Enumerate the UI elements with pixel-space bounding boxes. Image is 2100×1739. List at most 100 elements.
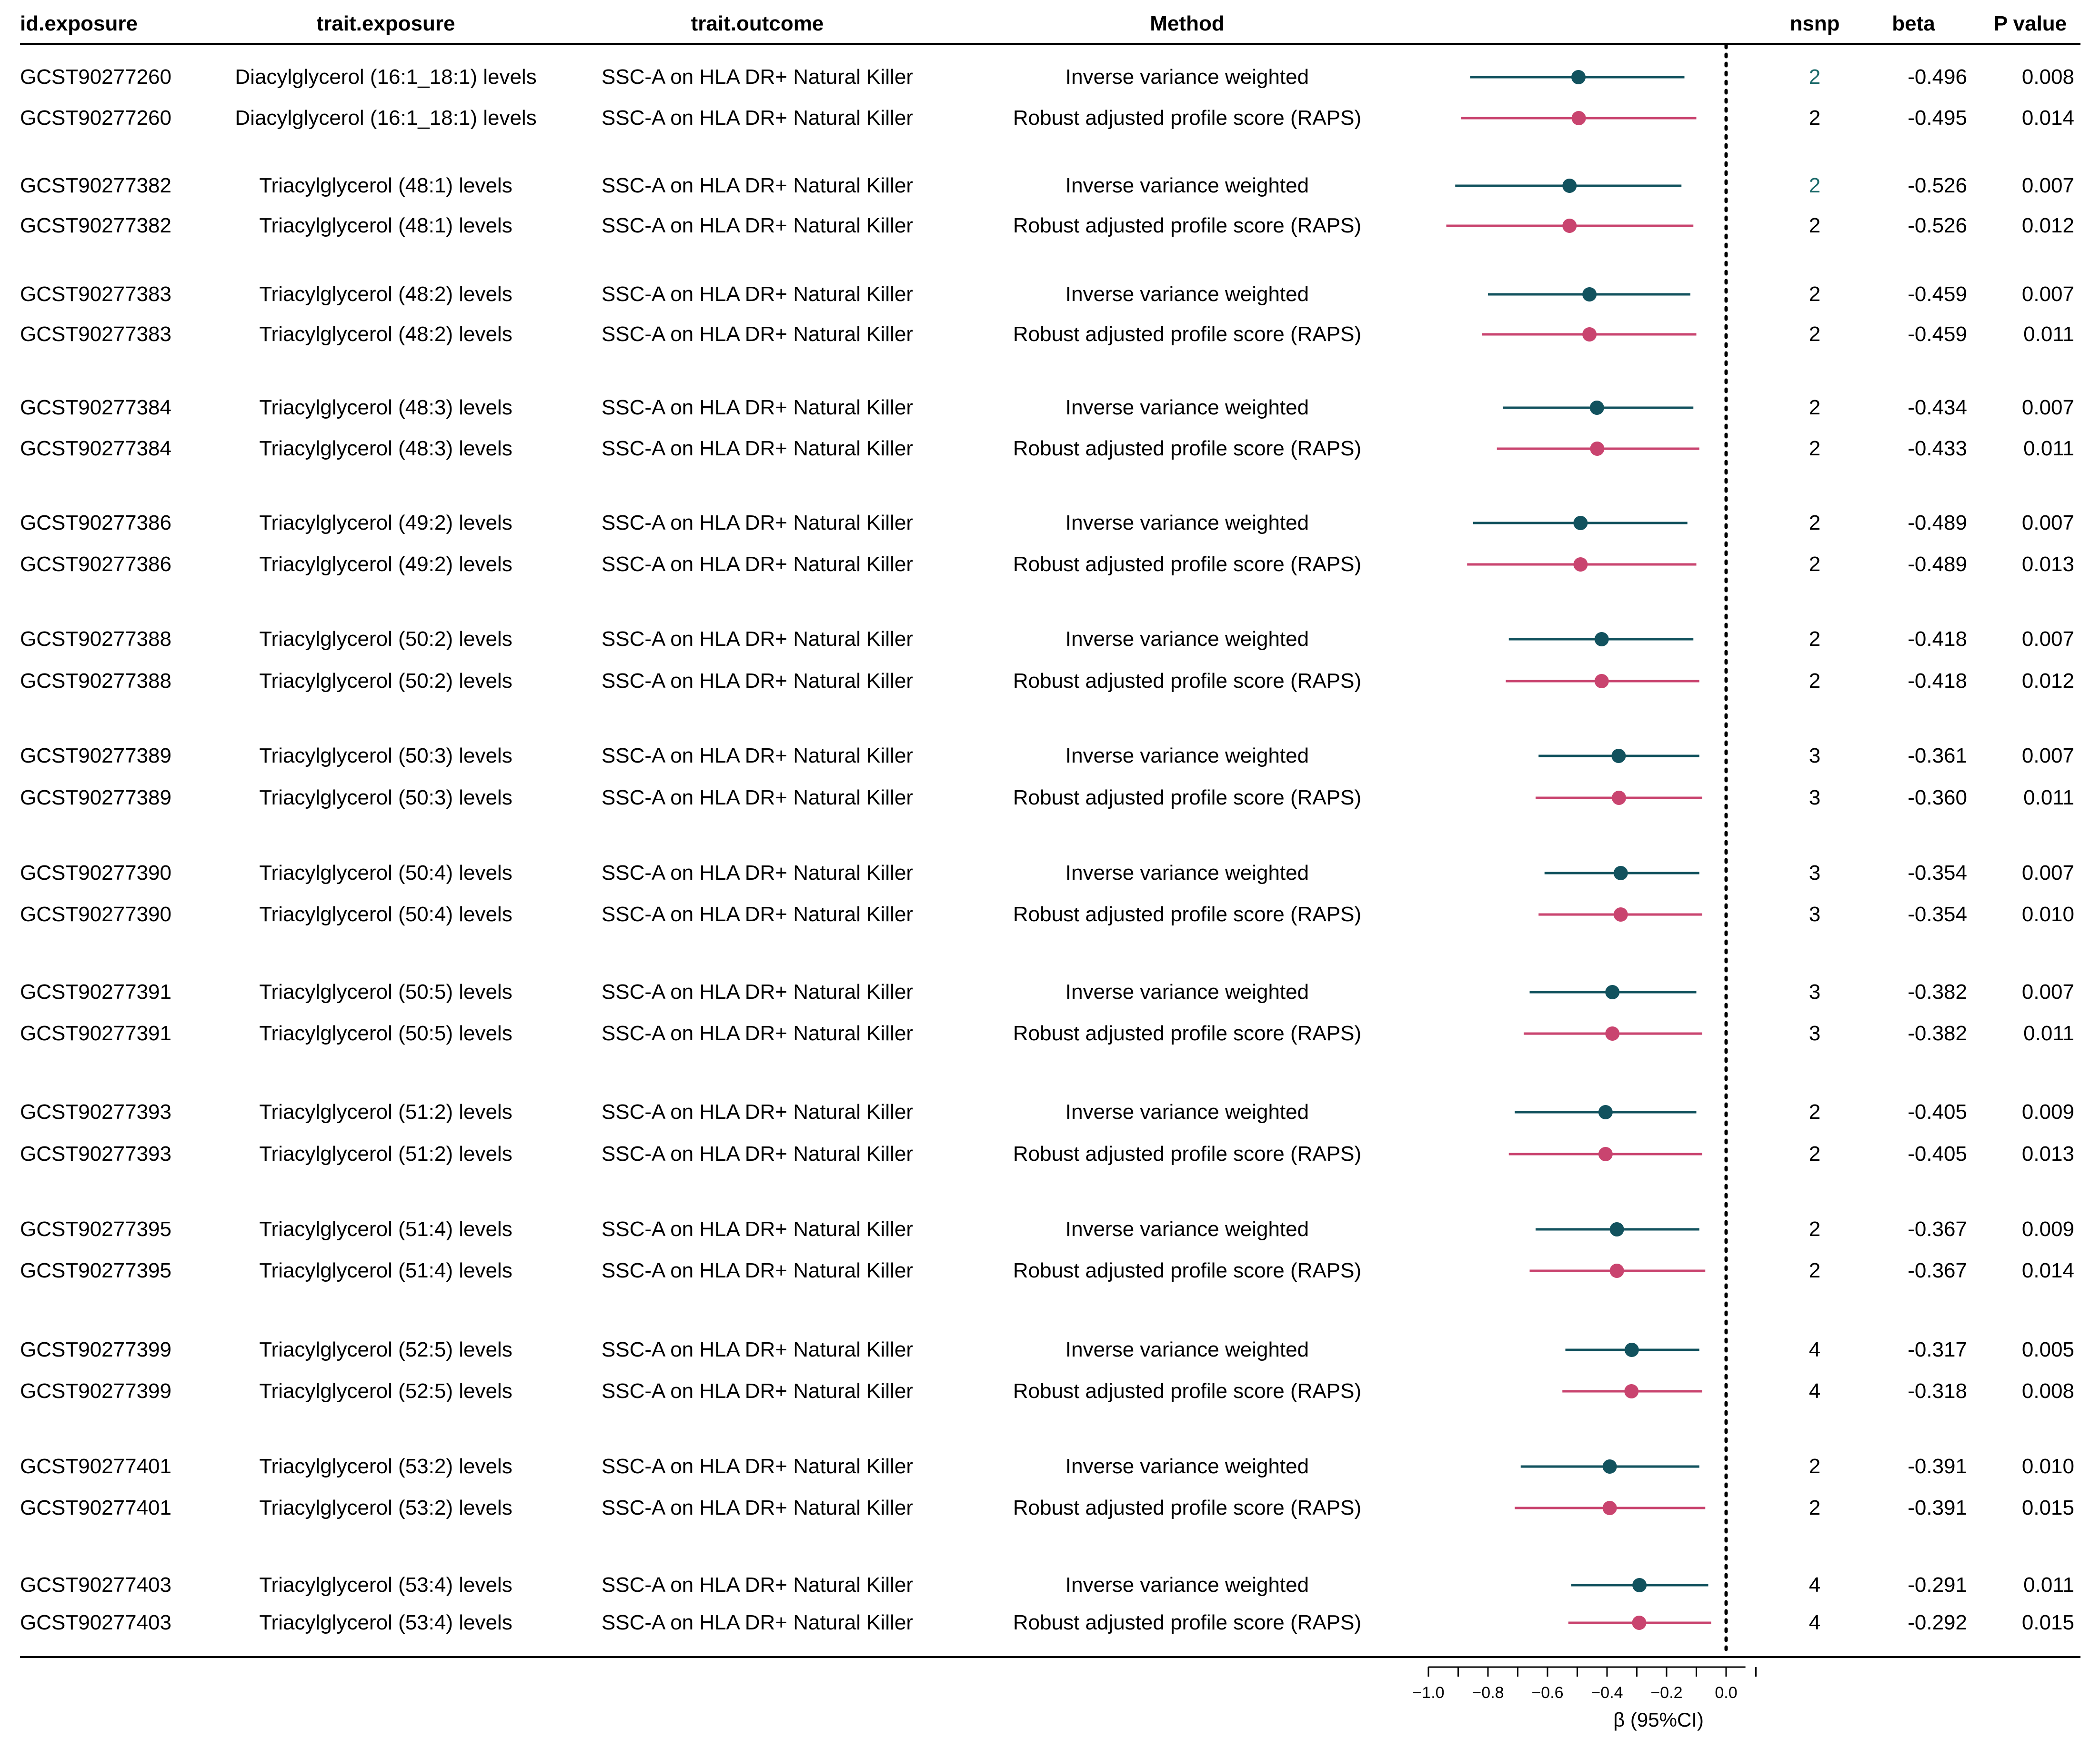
cell-trait-outcome: SSC-A on HLA DR+ Natural Killer [601,1022,914,1045]
header-trait-outcome: trait.outcome [691,12,824,35]
point-estimate [1562,219,1577,233]
cell-id-exposure: GCST90277388 [20,627,171,651]
cell-id-exposure: GCST90277395 [20,1217,171,1241]
cell-id-exposure: GCST90277383 [20,282,171,306]
cell-nsnp: 2 [1809,1259,1821,1282]
header-nsnp: nsnp [1789,12,1840,35]
cell-method: Inverse variance weighted [1065,1217,1309,1241]
cell-p-value: 0.008 [2021,1379,2074,1403]
cell-trait-outcome: SSC-A on HLA DR+ Natural Killer [601,106,914,130]
cell-nsnp: 2 [1809,174,1821,197]
cell-nsnp: 2 [1809,65,1821,89]
cell-beta: -0.405 [1908,1142,1967,1166]
cell-method: Robust adjusted profile score (RAPS) [1013,1259,1362,1282]
cell-p-value: 0.011 [2023,437,2074,460]
x-axis-tick-label: −0.6 [1531,1684,1563,1702]
cell-trait-exposure: Triacylglycerol (51:2) levels [259,1100,512,1124]
cell-nsnp: 2 [1809,214,1821,237]
point-estimate [1582,327,1597,342]
cell-nsnp: 2 [1809,669,1821,693]
point-estimate [1598,1105,1613,1119]
cell-nsnp: 2 [1809,396,1821,419]
cell-p-value: 0.007 [2021,627,2074,651]
cell-method: Robust adjusted profile score (RAPS) [1013,786,1362,809]
cell-id-exposure: GCST90277260 [20,106,171,130]
cell-p-value: 0.005 [2021,1338,2074,1361]
cell-trait-outcome: SSC-A on HLA DR+ Natural Killer [601,1573,914,1597]
cell-nsnp: 2 [1809,1496,1821,1519]
cell-p-value: 0.015 [2021,1496,2074,1519]
cell-nsnp: 2 [1809,322,1821,346]
cell-trait-exposure: Triacylglycerol (48:1) levels [259,214,512,237]
cell-method: Inverse variance weighted [1065,1100,1309,1124]
cell-id-exposure: GCST90277403 [20,1611,171,1634]
cell-trait-outcome: SSC-A on HLA DR+ Natural Killer [601,627,914,651]
cell-method: Inverse variance weighted [1065,511,1309,534]
cell-trait-exposure: Triacylglycerol (51:4) levels [259,1259,512,1282]
cell-nsnp: 2 [1809,437,1821,460]
cell-beta: -0.496 [1908,65,1967,89]
header-trait-exposure: trait.exposure [316,12,455,35]
header-id-exposure: id.exposure [20,12,138,35]
cell-id-exposure: GCST90277260 [20,65,171,89]
cell-nsnp: 2 [1809,106,1821,130]
cell-method: Inverse variance weighted [1065,65,1309,89]
point-estimate [1590,442,1605,456]
cell-trait-exposure: Triacylglycerol (50:4) levels [259,903,512,926]
cell-method: Robust adjusted profile score (RAPS) [1013,437,1362,460]
cell-p-value: 0.011 [2023,322,2074,346]
cell-trait-exposure: Triacylglycerol (49:2) levels [259,553,512,576]
cell-beta: -0.317 [1908,1338,1967,1361]
cell-trait-exposure: Triacylglycerol (50:5) levels [259,1022,512,1045]
cell-beta: -0.526 [1908,174,1967,197]
cell-trait-outcome: SSC-A on HLA DR+ Natural Killer [601,1142,914,1166]
cell-nsnp: 3 [1809,1022,1821,1045]
cell-trait-outcome: SSC-A on HLA DR+ Natural Killer [601,861,914,885]
point-estimate [1594,632,1609,646]
cell-id-exposure: GCST90277391 [20,980,171,1004]
cell-trait-outcome: SSC-A on HLA DR+ Natural Killer [601,744,914,767]
cell-trait-outcome: SSC-A on HLA DR+ Natural Killer [601,553,914,576]
cell-trait-outcome: SSC-A on HLA DR+ Natural Killer [601,1379,914,1403]
cell-id-exposure: GCST90277395 [20,1259,171,1282]
cell-method: Robust adjusted profile score (RAPS) [1013,1496,1362,1519]
cell-trait-outcome: SSC-A on HLA DR+ Natural Killer [601,396,914,419]
cell-trait-exposure: Triacylglycerol (50:2) levels [259,627,512,651]
x-axis-title: β (95%CI) [1613,1709,1704,1731]
cell-trait-outcome: SSC-A on HLA DR+ Natural Killer [601,786,914,809]
cell-p-value: 0.009 [2021,1217,2074,1241]
cell-method: Robust adjusted profile score (RAPS) [1013,669,1362,693]
cell-trait-exposure: Triacylglycerol (50:3) levels [259,744,512,767]
cell-p-value: 0.010 [2021,903,2074,926]
cell-id-exposure: GCST90277382 [20,214,171,237]
cell-beta: -0.434 [1908,396,1967,419]
cell-id-exposure: GCST90277390 [20,903,171,926]
cell-p-value: 0.011 [2023,1573,2074,1597]
cell-trait-exposure: Triacylglycerol (48:2) levels [259,322,512,346]
x-axis-tick-label: −0.8 [1472,1684,1504,1702]
cell-trait-exposure: Triacylglycerol (51:4) levels [259,1217,512,1241]
cell-nsnp: 2 [1809,1217,1821,1241]
cell-method: Robust adjusted profile score (RAPS) [1013,214,1362,237]
cell-method: Inverse variance weighted [1065,396,1309,419]
cell-method: Inverse variance weighted [1065,861,1309,885]
cell-beta: -0.526 [1908,214,1967,237]
cell-p-value: 0.013 [2021,553,2074,576]
cell-method: Inverse variance weighted [1065,1338,1309,1361]
cell-id-exposure: GCST90277391 [20,1022,171,1045]
cell-trait-outcome: SSC-A on HLA DR+ Natural Killer [601,980,914,1004]
point-estimate [1562,179,1577,193]
cell-id-exposure: GCST90277389 [20,744,171,767]
x-axis-tick-label: −0.2 [1650,1684,1682,1702]
cell-trait-exposure: Triacylglycerol (52:5) levels [259,1379,512,1403]
cell-nsnp: 3 [1809,744,1821,767]
cell-id-exposure: GCST90277403 [20,1573,171,1597]
point-estimate [1589,401,1604,415]
cell-method: Robust adjusted profile score (RAPS) [1013,553,1362,576]
cell-beta: -0.391 [1908,1496,1967,1519]
cell-beta: -0.418 [1908,669,1967,693]
cell-id-exposure: GCST90277386 [20,553,171,576]
cell-method: Robust adjusted profile score (RAPS) [1013,903,1362,926]
cell-trait-outcome: SSC-A on HLA DR+ Natural Killer [601,511,914,534]
